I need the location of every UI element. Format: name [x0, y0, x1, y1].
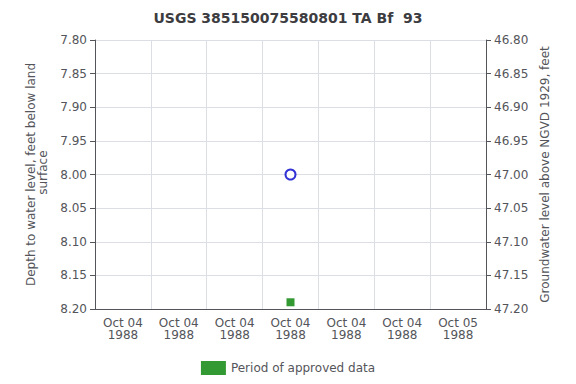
svg-text:8.15: 8.15 [60, 268, 87, 282]
svg-text:47.15: 47.15 [494, 268, 528, 282]
svg-text:Groundwater level above NGVD 1: Groundwater level above NGVD 1929, feet [538, 46, 552, 303]
svg-text:1988: 1988 [443, 328, 474, 342]
svg-text:Oct 04: Oct 04 [214, 316, 255, 330]
svg-text:1988: 1988 [219, 328, 250, 342]
svg-text:8.00: 8.00 [60, 168, 87, 182]
svg-text:1988: 1988 [275, 328, 306, 342]
svg-text:Oct 04: Oct 04 [103, 316, 143, 330]
svg-text:1988: 1988 [331, 328, 362, 342]
svg-text:47.10: 47.10 [494, 235, 528, 249]
svg-text:7.80: 7.80 [60, 33, 87, 47]
svg-text:7.85: 7.85 [60, 67, 87, 81]
svg-text:Depth to water level, feet bel: Depth to water level, feet below land [24, 62, 39, 287]
svg-text:46.80: 46.80 [494, 33, 528, 47]
svg-text:surface: surface [36, 150, 50, 198]
svg-text:Oct 04: Oct 04 [158, 316, 199, 330]
svg-text:1988: 1988 [387, 328, 418, 342]
svg-text:Oct 05: Oct 05 [438, 316, 478, 330]
svg-text:1988: 1988 [108, 328, 139, 342]
svg-text:Oct 04: Oct 04 [270, 316, 311, 330]
svg-text:Oct 04: Oct 04 [382, 316, 423, 330]
svg-text:7.95: 7.95 [60, 134, 87, 148]
svg-text:46.90: 46.90 [494, 100, 528, 114]
svg-text:8.10: 8.10 [60, 235, 87, 249]
svg-text:8.05: 8.05 [60, 201, 87, 215]
svg-text:46.85: 46.85 [494, 67, 528, 81]
svg-text:Oct 04: Oct 04 [326, 316, 367, 330]
svg-text:8.20: 8.20 [60, 302, 87, 316]
svg-text:Period of approved data: Period of approved data [231, 361, 375, 375]
svg-text:47.05: 47.05 [494, 201, 528, 215]
svg-text:USGS 385150075580801 TA Bf 93: USGS 385150075580801 TA Bf 93 [153, 10, 422, 26]
svg-text:46.95: 46.95 [494, 134, 528, 148]
svg-text:47.00: 47.00 [494, 168, 528, 182]
svg-text:47.20: 47.20 [494, 302, 528, 316]
svg-text:1988: 1988 [164, 328, 195, 342]
svg-text:7.90: 7.90 [60, 100, 87, 114]
